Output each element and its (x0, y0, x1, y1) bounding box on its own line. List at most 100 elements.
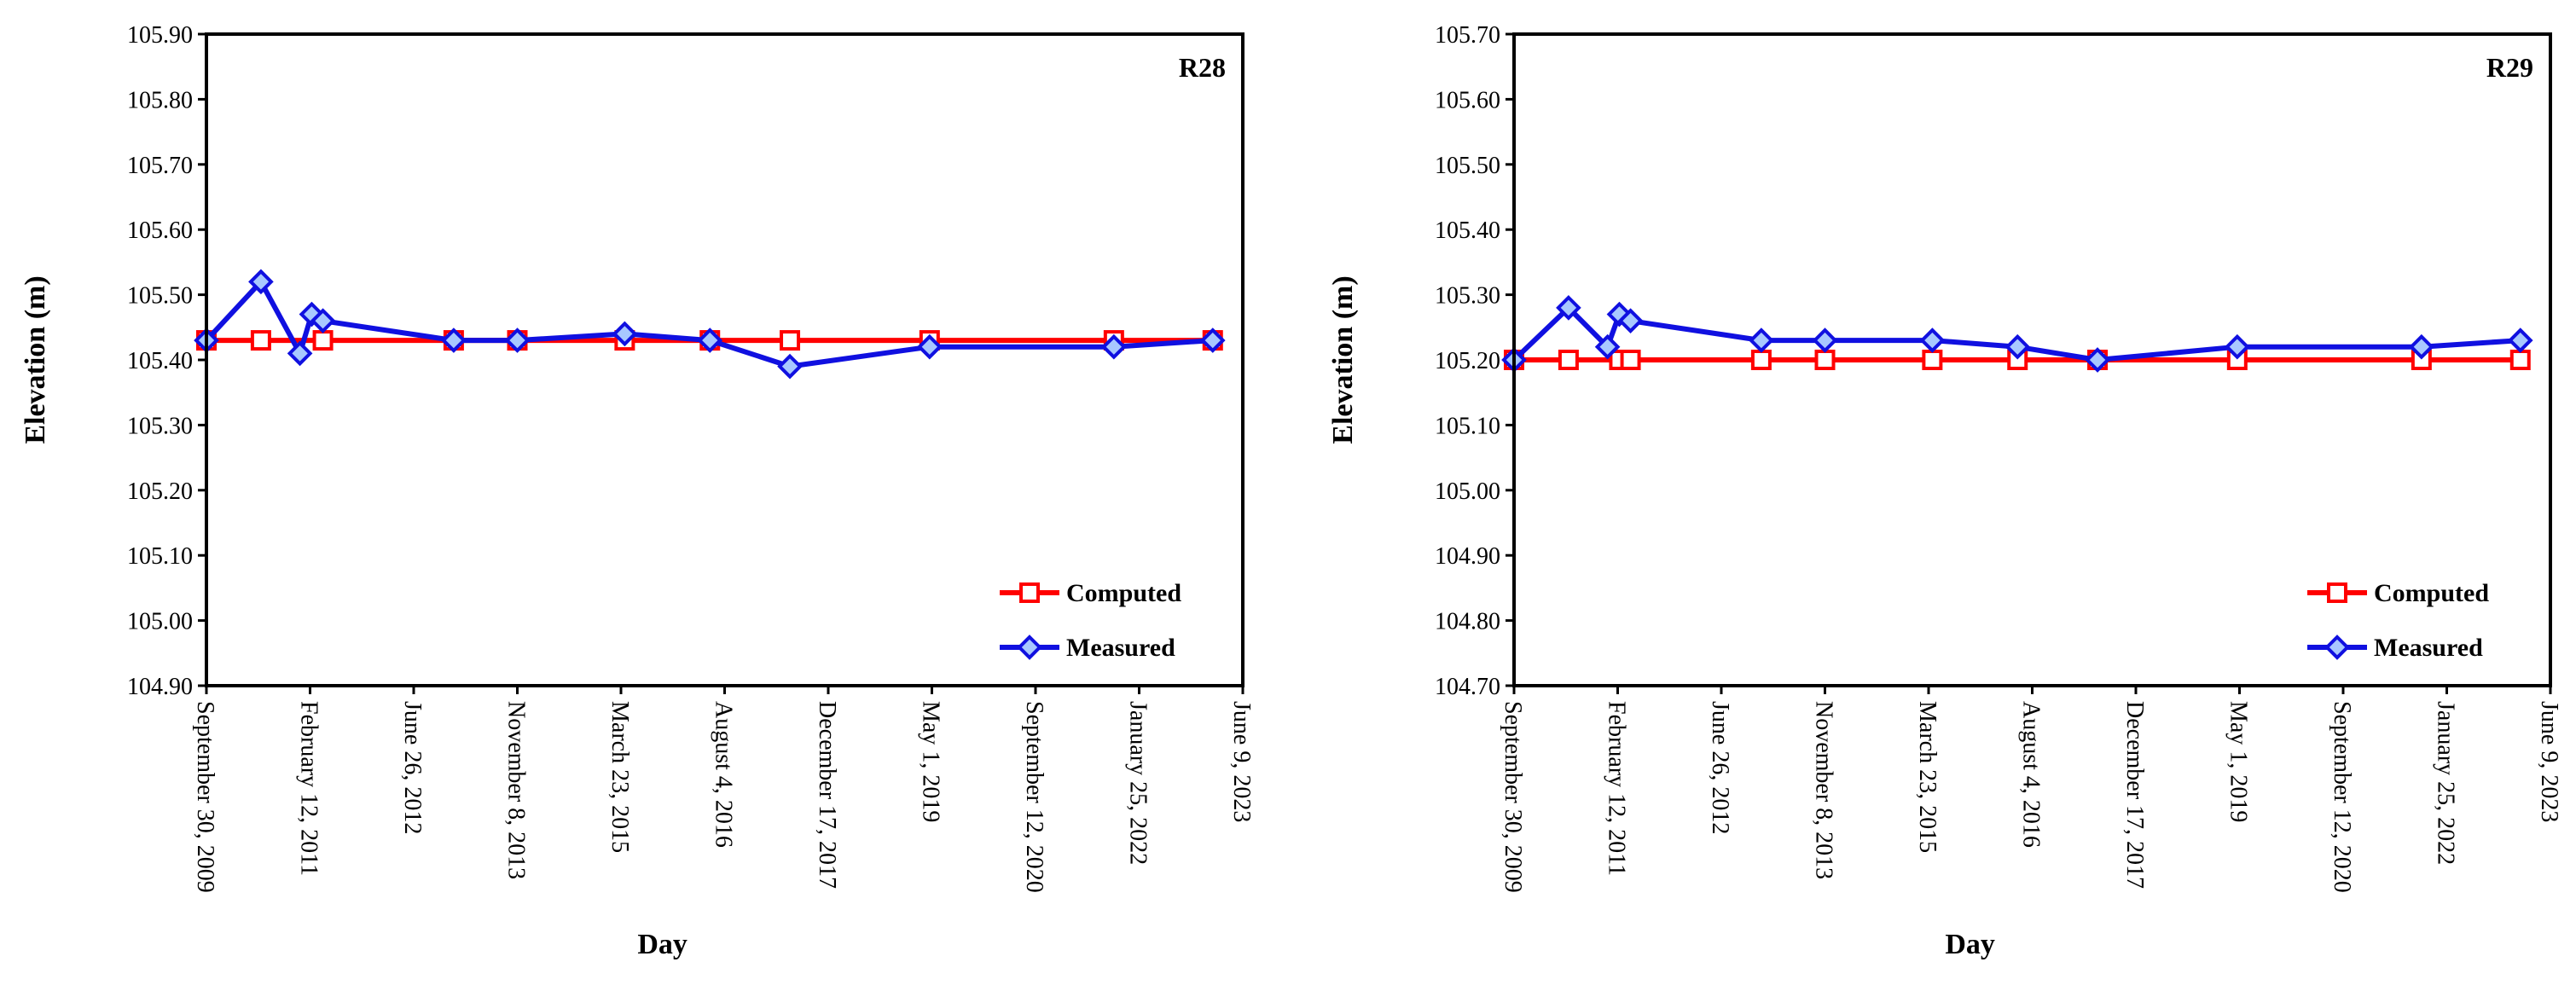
chart-r28-legend-measured-label: Measured (1066, 634, 1175, 662)
chart-r28-x-tick-label: December 17, 2017 (814, 701, 840, 889)
chart-r28-y-tick-label: 105.30 (127, 413, 193, 439)
chart-r29: 104.70 104.80 104.90 105.00 105.10 105.20 105.… (1327, 22, 2562, 960)
chart-r28-computed-point (250, 330, 271, 351)
chart-r28-x-tick-label: November 8, 2013 (503, 701, 530, 879)
chart-r28-y-tick-label: 105.00 (127, 609, 193, 635)
chart-r28-measured-point (916, 333, 943, 360)
chart-r29-x-tick-label: June 9, 2023 (2536, 701, 2562, 822)
chart-r29-legend-measured-marker (2324, 635, 2350, 660)
chart-r28-legend-computed-label: Computed (1066, 579, 1181, 607)
chart-r29-series (1501, 295, 2533, 373)
chart-r29-legend-computed-marker (2327, 582, 2347, 603)
chart-r28-title: R28 (1179, 52, 1226, 83)
chart-r28-y-axis-title: Elevation (m) (20, 275, 51, 443)
chart-r28-y-tick-label: 105.80 (127, 87, 193, 113)
chart-r29-x-ticks: September 30, 2009 February 12, 2011 June … (1500, 686, 2562, 893)
chart-r29-x-tick-label: September 30, 2009 (1500, 701, 1526, 893)
chart-r29-x-tick-label: September 12, 2020 (2329, 701, 2355, 893)
chart-r28-x-tick-label: May 1, 2019 (918, 701, 944, 822)
chart-r29-y-ticks: 104.70 104.80 104.90 105.00 105.10 105.20 105.… (1435, 22, 1514, 700)
chart-r28-x-tick-label: February 12, 2011 (296, 701, 322, 876)
chart-r29-y-axis-title: Elevation (m) (1327, 275, 1359, 443)
chart-r29-y-tick-label: 105.70 (1435, 22, 1500, 49)
chart-r29-measured-point (1556, 295, 1581, 321)
chart-r28-measured-point (1101, 333, 1127, 360)
chart-r29-y-tick-label: 105.50 (1435, 153, 1500, 179)
chart-r28-measured-point (612, 321, 638, 347)
chart-r29-x-tick-label: May 1, 2019 (2225, 701, 2252, 822)
chart-r28-x-tick-label: September 12, 2020 (1021, 701, 1047, 893)
chart-r29-measured-point (1749, 327, 1774, 353)
chart-r28-x-tick-label: August 4, 2016 (711, 701, 737, 848)
chart-r28-x-tick-label: June 26, 2012 (399, 701, 426, 834)
chart-r29-computed-point (2509, 350, 2531, 370)
chart-r28-measured-point (310, 308, 336, 333)
chart-r28-x-tick-label: September 30, 2009 (192, 701, 218, 893)
chart-r29-x-tick-label: March 23, 2015 (1914, 701, 1941, 853)
chart-r29-measured-point (2507, 327, 2533, 353)
chart-r28-computed-point (312, 330, 334, 351)
chart-r28-x-tick-label: June 9, 2023 (1228, 701, 1255, 822)
chart-r29-legend-computed-label: Computed (2374, 579, 2489, 607)
chart-r29-measured-point (1919, 327, 1946, 353)
chart-r28-y-tick-label: 105.40 (127, 348, 193, 374)
chart-r28-plot-frame (205, 32, 1244, 687)
chart-r29-x-tick-label: February 12, 2011 (1604, 701, 1630, 876)
chart-r28-measured-point (1199, 327, 1226, 353)
chart-r29-y-tick-label: 105.30 (1435, 283, 1500, 310)
chart-r29-measured-point (2224, 333, 2250, 360)
chart-r29-x-axis-title: Day (1945, 929, 1995, 960)
chart-r28: 104.90 105.00 105.10 105.20 105.30 105.40 105.… (20, 22, 1255, 960)
chart-r29-legend: Computed Measured (2307, 579, 2489, 662)
chart-r29-measured-point (2005, 333, 2031, 360)
chart-r28-x-axis-title: Day (637, 929, 688, 960)
chart-r29-y-tick-label: 104.80 (1435, 609, 1500, 635)
chart-r28-measured-point (441, 327, 467, 353)
chart-r28-x-tick-label: March 23, 2015 (606, 701, 633, 853)
chart-r29-title: R29 (2486, 52, 2533, 83)
chart-r29-legend-measured-label: Measured (2374, 634, 2483, 662)
chart-r28-y-tick-label: 105.90 (127, 22, 193, 49)
chart-r29-measured-point (1594, 333, 1621, 360)
chart-r29-measured-point (2085, 347, 2110, 373)
chart-r29-computed-point (1814, 350, 1836, 370)
chart-r28-y-tick-label: 105.20 (127, 478, 193, 505)
chart-r29-measured-point (1617, 308, 1644, 333)
chart-r28-y-tick-label: 105.50 (127, 283, 193, 310)
chart-r28-measured-point (697, 327, 723, 353)
chart-r28-measured-point (777, 353, 803, 380)
chart-r28-legend-measured-marker (1017, 635, 1042, 660)
chart-r29-plot-frame (1512, 32, 2552, 687)
chart-r28-computed-point (780, 330, 801, 351)
chart-r28-x-tick-label: January 25, 2022 (1125, 701, 1152, 865)
chart-r28-x-ticks: September 30, 2009 February 12, 2011 June … (192, 686, 1255, 893)
chart-r28-y-tick-label: 105.70 (127, 153, 193, 179)
chart-r29-computed-point (1750, 350, 1772, 370)
chart-r28-y-ticks: 104.90 105.00 105.10 105.20 105.30 105.40 105.… (127, 22, 206, 700)
chart-r29-x-tick-label: June 26, 2012 (1707, 701, 1733, 834)
chart-r29-x-tick-label: January 25, 2022 (2433, 701, 2459, 865)
chart-r29-y-tick-label: 104.70 (1435, 674, 1500, 700)
chart-r29-x-tick-label: August 4, 2016 (2018, 701, 2045, 848)
chart-r28-measured-point (287, 340, 313, 367)
chart-r29-x-tick-label: November 8, 2013 (1811, 701, 1837, 879)
chart-r29-measured-point (2409, 333, 2434, 360)
chart-r29-y-tick-label: 104.90 (1435, 543, 1500, 570)
chart-r28-legend: Computed Measured (1000, 579, 1181, 662)
chart-r29-measured-point (1812, 327, 1838, 353)
chart-r29-y-tick-label: 105.00 (1435, 478, 1500, 505)
chart-r28-y-tick-label: 105.60 (127, 217, 193, 244)
chart-r29-y-tick-label: 105.10 (1435, 413, 1500, 439)
chart-r28-series (194, 269, 1226, 380)
chart-r28-y-tick-label: 105.10 (127, 543, 193, 570)
chart-r29-y-tick-label: 105.60 (1435, 87, 1500, 113)
chart-r28-series-measured-line (204, 279, 1213, 369)
chart-r29-x-tick-label: December 17, 2017 (2121, 701, 2148, 889)
chart-r28-measured-point (248, 269, 274, 295)
chart-r29-computed-point (1922, 350, 1943, 370)
chart-r29-y-tick-label: 105.20 (1435, 348, 1500, 374)
chart-r29-computed-point (1620, 350, 1641, 370)
chart-r28-y-tick-label: 104.90 (127, 674, 193, 700)
chart-r28-legend-computed-marker (1019, 582, 1040, 603)
